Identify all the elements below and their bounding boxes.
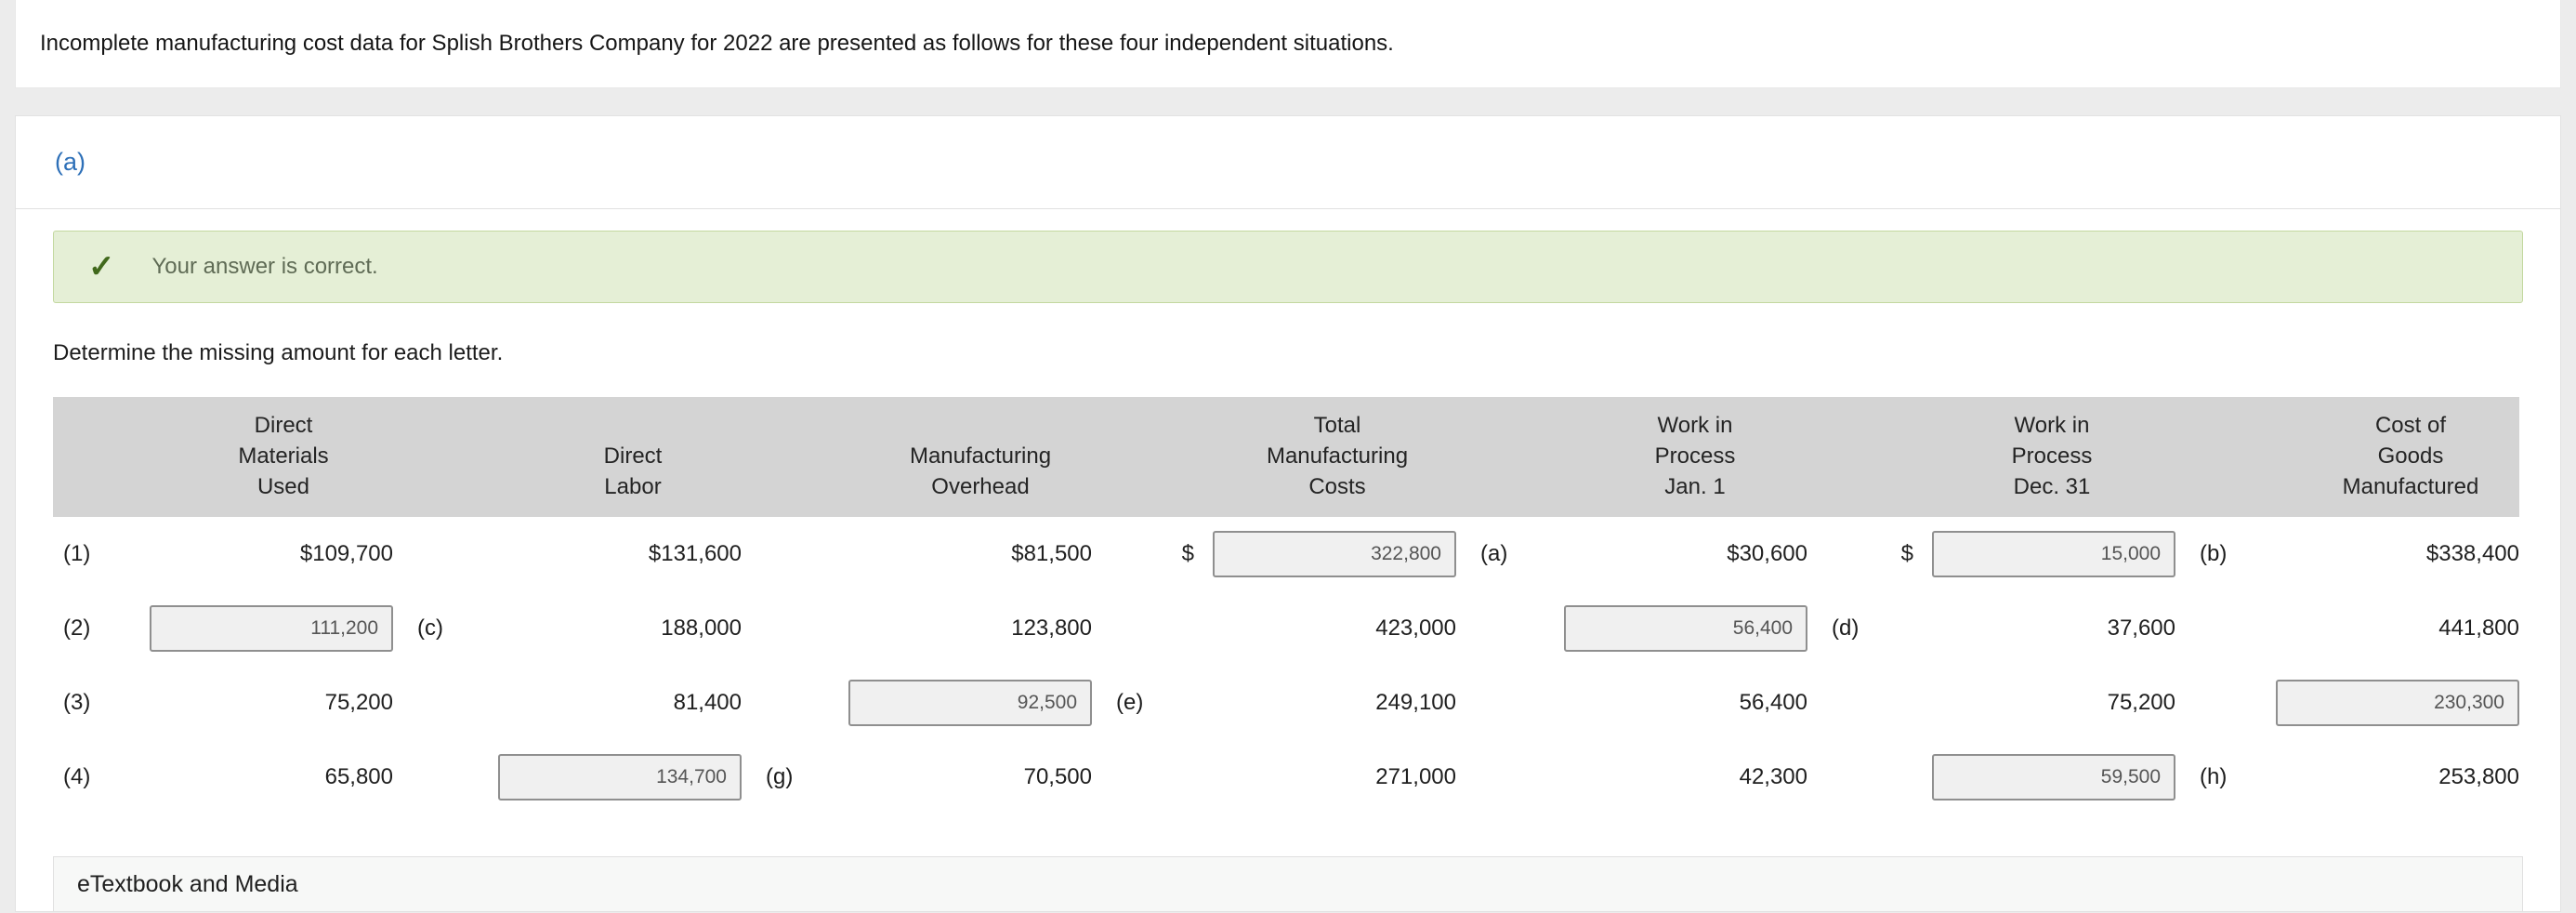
cell-mfg-overhead: $81,500 [742,517,1092,591]
amount-text: 65,800 [324,764,393,789]
answer-input[interactable] [1932,531,2175,577]
answer-input[interactable] [2276,680,2519,726]
table-row: (2) (c) 188,000 123,800 423,000 (d) 37,6… [53,591,2519,666]
amount-text: 271,000 [1375,764,1456,789]
answer-letter: (e) [1116,690,1144,715]
dollar-sign: $ [1181,541,1194,566]
cell-wip-dec31: (h) [1807,740,2227,814]
table-row: (4) 65,800 (g) 70,500 271,000 42,300 (h)… [53,740,2519,814]
cell-direct-materials: (c) [141,591,443,666]
problem-intro-text: Incomplete manufacturing cost data for S… [40,31,1394,56]
cell-mfg-overhead: (e) [742,666,1143,740]
answer-letter: (b) [2200,541,2228,566]
amount-text: 75,200 [324,690,393,715]
section-header: (a) [16,116,2560,209]
cell-total-costs: 423,000 [1092,591,1456,666]
cell-direct-labor: (g) [393,740,793,814]
answer-input[interactable] [1213,531,1456,577]
cell-wip-jan1: 56,400 [1456,666,1807,740]
amount-text: 42,300 [1739,764,1807,789]
amount-text: 56,400 [1739,690,1807,715]
row-label: (4) [63,764,91,789]
amount-text: 123,800 [1011,615,1092,641]
amount-text: 441,800 [2438,615,2519,641]
cell-direct-labor: 81,400 [393,666,742,740]
cell-total-costs: 271,000 [1092,740,1456,814]
cell-wip-dec31: 37,600 [1807,591,2175,666]
col-header-wip-jan1: Work in Process Jan. 1 [1654,413,1736,499]
amount-text: 188,000 [661,615,742,641]
answer-input[interactable] [1564,605,1807,652]
etextbook-label: eTextbook and Media [77,870,298,897]
table-header: Direct Materials Used Direct Labor Manuf… [53,397,2519,517]
amount-text: $81,500 [1011,541,1092,566]
col-header-direct-labor: Direct Labor [603,443,663,499]
problem-intro-bar: Incomplete manufacturing cost data for S… [15,0,2561,88]
amount-text: $338,400 [2425,541,2519,566]
cell-wip-dec31: $ (b) [1807,517,2227,591]
success-banner: ✓ Your answer is correct. [53,231,2523,303]
table-row: (3) 75,200 81,400 (e) 249,100 56,400 75,… [53,666,2519,740]
checkmark-icon: ✓ [88,249,115,284]
cell-direct-materials: 65,800 [141,740,393,814]
section-a-link[interactable]: (a) [55,148,85,176]
question-panel: (a) ✓ Your answer is correct. Determine … [15,115,2561,912]
cell-cogm: 441,800 [2175,591,2519,666]
cell-wip-jan1: (d) [1456,591,1859,666]
amount-text: 81,400 [673,690,742,715]
answer-letter: (d) [1832,615,1860,641]
col-header-mfg-overhead: Manufacturing Overhead [909,443,1052,499]
answer-input[interactable] [150,605,393,652]
cell-direct-materials: $109,700 [141,517,393,591]
cell-wip-dec31: 75,200 [1807,666,2175,740]
answer-letter: (g) [766,764,794,789]
cost-table: Direct Materials Used Direct Labor Manuf… [53,397,2519,814]
instruction-text: Determine the missing amount for each le… [53,340,504,365]
etextbook-accordion[interactable]: eTextbook and Media [53,856,2523,911]
question-content: ✓ Your answer is correct. Determine the … [16,231,2560,911]
row-label: (1) [63,541,91,566]
amount-text: $30,600 [1727,541,1807,566]
amount-text: 249,100 [1375,690,1456,715]
cell-total-costs: 249,100 [1092,666,1456,740]
answer-letter: (h) [2200,764,2228,789]
answer-letter: (a) [1480,541,1508,566]
row-label: (3) [63,690,91,715]
answer-input[interactable] [498,754,742,801]
amount-text: 253,800 [2438,764,2519,789]
cell-cogm: $338,400 [2175,517,2519,591]
cell-cogm [2175,666,2519,740]
cell-total-costs: $ (a) [1092,517,1507,591]
col-header-wip-dec31: Work in Process Dec. 31 [2011,413,2093,499]
col-header-cogm: Cost of Goods Manufactured [2342,413,2479,499]
cell-direct-labor: $131,600 [393,517,742,591]
col-header-direct-materials: Direct Materials Used [238,413,329,499]
cell-cogm: 253,800 [2175,740,2519,814]
cell-wip-jan1: 42,300 [1456,740,1807,814]
cell-mfg-overhead: 70,500 [742,740,1092,814]
cell-direct-materials: 75,200 [141,666,393,740]
col-header-total-costs: Total Manufacturing Costs [1266,413,1409,499]
amount-text: $131,600 [648,541,742,566]
answer-input[interactable] [848,680,1092,726]
cell-direct-labor: 188,000 [393,591,742,666]
amount-text: 423,000 [1375,615,1456,641]
feedback-text: Your answer is correct. [151,254,378,279]
dollar-sign: $ [1900,541,1913,566]
answer-letter: (c) [417,615,443,641]
amount-text: $109,700 [299,541,393,566]
amount-text: 75,200 [2107,690,2175,715]
row-label: (2) [63,615,91,641]
amount-text: 70,500 [1023,764,1092,789]
amount-text: 37,600 [2107,615,2175,641]
answer-input[interactable] [1932,754,2175,801]
cell-wip-jan1: $30,600 [1456,517,1807,591]
table-row: (1) $109,700 $131,600 $81,500 $ (a) $30,… [53,517,2519,591]
cell-mfg-overhead: 123,800 [742,591,1092,666]
